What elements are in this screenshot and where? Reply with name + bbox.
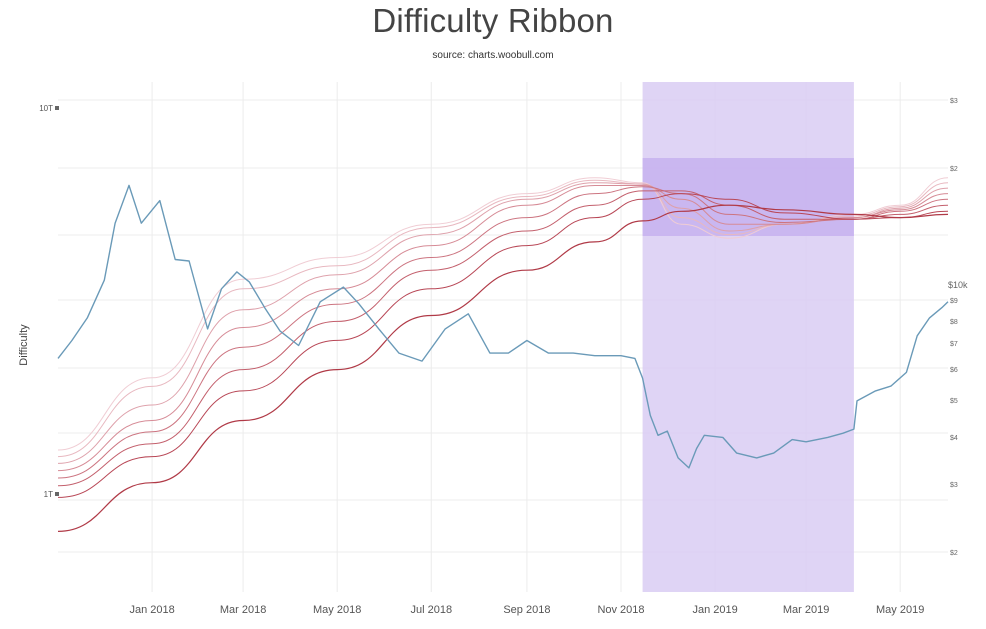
axes: Jan 2018 Mar 2018 May 2018 Jul 2018 Sep 2018… bbox=[39, 98, 968, 616]
price-series bbox=[57, 184, 949, 469]
highlight-bands bbox=[642, 82, 854, 592]
ribbon-line-ma-200 bbox=[57, 204, 949, 532]
y-left-tick-label: 1T bbox=[44, 490, 53, 499]
y-right-tick-label: $6 bbox=[950, 367, 958, 374]
ribbon-line-ma-128 bbox=[57, 193, 949, 498]
y-right-tick-label: $5 bbox=[950, 398, 958, 405]
y-right-tick-label: $3 bbox=[950, 98, 958, 105]
y-right-tick-label: $7 bbox=[950, 341, 958, 348]
y-right-tick-label: $2 bbox=[950, 166, 958, 173]
chart-title: Difficulty Ribbon bbox=[372, 2, 614, 39]
ribbon-line-ma-90 bbox=[57, 190, 949, 487]
x-tick-label: Jan 2019 bbox=[692, 604, 737, 616]
x-tick-label: Jan 2018 bbox=[129, 604, 174, 616]
x-tick-label: May 2019 bbox=[876, 604, 924, 616]
y-left-tick-marker bbox=[55, 106, 59, 110]
x-tick-label: May 2018 bbox=[313, 604, 361, 616]
x-tick-label: Jul 2018 bbox=[410, 604, 452, 616]
x-tick-label: Sep 2018 bbox=[503, 604, 550, 616]
x-tick-label: Mar 2018 bbox=[220, 604, 266, 616]
y-left-tick-marker bbox=[55, 492, 59, 496]
y-left-tick-label: 10T bbox=[39, 104, 53, 113]
x-tick-label: Mar 2019 bbox=[783, 604, 829, 616]
y-right-tick-label: $8 bbox=[950, 319, 958, 326]
difficulty-ribbon bbox=[57, 177, 949, 532]
y-right-tick-label: $9 bbox=[950, 298, 958, 305]
ribbon-compression-highlight bbox=[642, 158, 854, 236]
y-right-tick-label: $10k bbox=[948, 280, 968, 290]
chart-subtitle: source: charts.woobull.com bbox=[432, 50, 554, 61]
y-right-tick-label: $3 bbox=[950, 482, 958, 489]
y-right-tick-label: $2 bbox=[950, 550, 958, 557]
x-tick-label: Nov 2018 bbox=[597, 604, 644, 616]
ribbon-line-ma-60 bbox=[57, 186, 949, 479]
price-line bbox=[57, 184, 949, 469]
y-right-tick-label: $4 bbox=[950, 435, 958, 442]
